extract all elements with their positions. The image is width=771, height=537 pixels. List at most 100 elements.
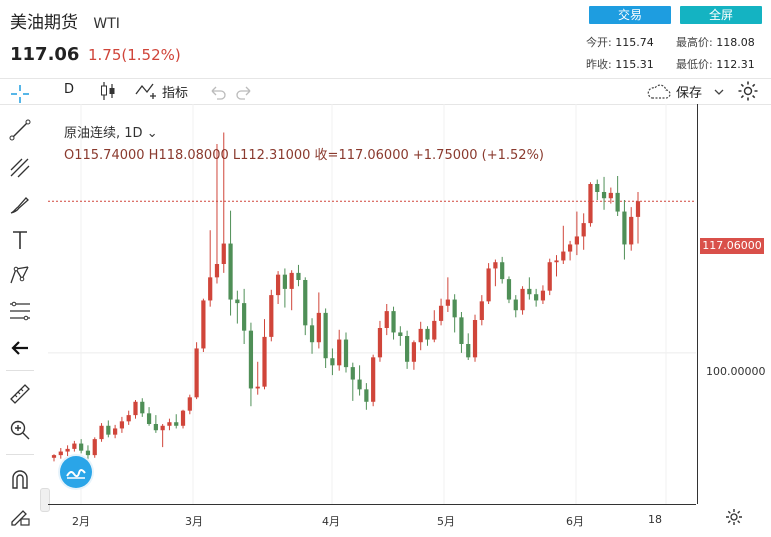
candle-body [296, 272, 301, 280]
candle-body [214, 264, 220, 278]
candle-body [167, 422, 172, 426]
candle-body [364, 389, 369, 402]
x-tick-may: 5月 [437, 515, 455, 528]
trade-button[interactable]: 交易 [589, 6, 671, 24]
candle-body [438, 305, 444, 321]
candle-body [140, 401, 145, 414]
indicator-icon[interactable] [134, 80, 158, 102]
candle-body [113, 428, 118, 435]
candle-body [561, 251, 566, 261]
brush-icon[interactable] [8, 193, 32, 217]
price-chart[interactable] [48, 104, 696, 504]
candle-body [316, 312, 321, 343]
redo-icon[interactable] [234, 82, 254, 102]
ohlc-legend: O115.74000 H118.08000 L112.31000 收=117.0… [64, 148, 544, 163]
price-axis[interactable]: 100.00000 [697, 104, 771, 504]
lock-drawings-icon[interactable] [8, 504, 32, 528]
instrument-symbol: WTI [93, 16, 120, 32]
time-axis[interactable]: 2月 3月 4月 5月 6月 18 [48, 504, 696, 533]
candle-body [58, 451, 63, 456]
magnet-icon[interactable] [8, 468, 32, 492]
logo-wave-icon[interactable] [60, 456, 92, 488]
candle-body [513, 299, 518, 311]
fib-retracement-icon[interactable] [8, 299, 32, 323]
candle-body [194, 348, 199, 398]
ruler-icon[interactable] [8, 382, 32, 406]
chevron-down-icon[interactable] [712, 84, 726, 98]
candle-body [187, 397, 192, 411]
tool-divider [6, 454, 34, 455]
stat-low: 最低价: 112.31 [676, 58, 755, 71]
interval-selector[interactable]: D [64, 82, 75, 97]
x-tick-jun: 6月 [566, 515, 584, 528]
candle-body [500, 262, 505, 280]
candle-body [119, 421, 125, 429]
candle-body [567, 244, 573, 252]
candle-body [255, 386, 260, 389]
toolbar-bottom-divider [0, 104, 771, 105]
candle-body [534, 294, 539, 301]
indicators-button[interactable]: 指标 [162, 86, 189, 101]
candle-body [418, 328, 423, 343]
fullscreen-button[interactable]: 全屏 [680, 6, 762, 24]
crosshair-icon[interactable] [8, 82, 32, 106]
zoom-in-icon[interactable] [8, 418, 32, 442]
candle-body [479, 301, 484, 320]
candle-body [99, 425, 104, 440]
tool-divider [6, 370, 34, 371]
candle-body [262, 336, 267, 387]
candle-body [547, 262, 552, 291]
candle-body [343, 339, 349, 368]
last-price-tag: 117.06000 [700, 238, 764, 254]
candle-body [493, 262, 498, 269]
candle-body [622, 211, 627, 245]
candle-body [330, 358, 335, 366]
candle-body [350, 367, 355, 380]
stat-high: 最高价: 118.08 [676, 36, 755, 49]
candle-body [384, 311, 389, 328]
candle-body [459, 317, 464, 344]
candle-type-icon[interactable] [98, 80, 118, 102]
candle-body [79, 443, 84, 451]
price-change: 1.75(1.52%) [88, 46, 181, 64]
candle-body [371, 357, 376, 402]
candle-body [377, 328, 383, 358]
candle-body [323, 312, 328, 359]
candle-body [72, 443, 77, 449]
candle-body [357, 379, 362, 390]
candle-body [153, 424, 158, 431]
axis-settings-gear-icon[interactable] [724, 507, 744, 527]
candle-body [595, 184, 600, 192]
pattern-tool-icon[interactable] [8, 263, 32, 287]
series-legend-title: 原油连续, 1D ⌄ [64, 126, 158, 141]
candle-body [391, 311, 396, 333]
candle-body [506, 279, 512, 300]
candle-body [405, 336, 410, 362]
undo-icon[interactable] [208, 82, 228, 102]
candle-body [133, 401, 138, 416]
candle-body [445, 299, 450, 306]
candle-body [337, 339, 342, 366]
chevron-down-icon[interactable]: ⌄ [146, 126, 158, 141]
candle-body [303, 280, 308, 326]
candle-body [411, 342, 417, 362]
settings-gear-icon[interactable] [736, 79, 760, 103]
toolbar-collapse-handle[interactable] [40, 488, 50, 512]
candle-body [486, 268, 491, 302]
candle-body [146, 413, 152, 424]
back-arrow-icon[interactable] [8, 336, 32, 360]
parallel-channel-icon[interactable] [8, 156, 32, 180]
save-button[interactable]: 保存 [676, 86, 703, 101]
candle-body [452, 299, 457, 318]
candle-body [282, 274, 287, 289]
candle-body [472, 320, 478, 358]
candle-body [208, 277, 213, 301]
stat-prev-close: 昨收: 115.31 [586, 58, 654, 71]
y-tick-100: 100.00000 [706, 365, 766, 378]
trend-line-icon[interactable] [8, 118, 32, 142]
toolbar-top-divider [0, 78, 771, 79]
candle-body [466, 344, 471, 358]
candle-body [92, 439, 97, 456]
cloud-icon[interactable] [646, 82, 672, 102]
text-tool-icon[interactable] [8, 228, 32, 252]
